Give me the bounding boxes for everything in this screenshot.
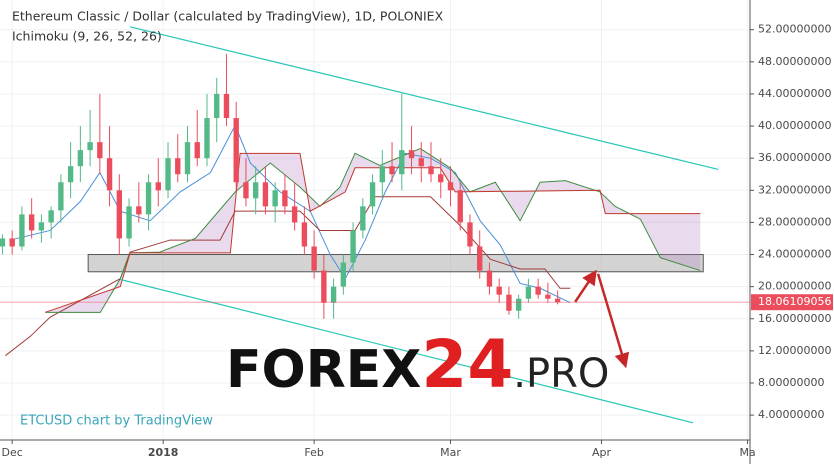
candle-body xyxy=(204,118,210,159)
y-tick-label: 28.00000000 xyxy=(758,215,831,228)
y-tick-label: 16.00000000 xyxy=(758,312,831,325)
y-tick-label: 40.00000000 xyxy=(758,119,831,132)
resistance-zone xyxy=(87,254,704,273)
watermark: FOREX24.PRO xyxy=(226,326,609,403)
candle-body xyxy=(418,158,424,167)
candle-body xyxy=(379,166,385,183)
x-tick-label: 2018 xyxy=(148,446,179,459)
candle-body xyxy=(214,93,220,119)
candle-body xyxy=(330,286,337,303)
y-tick-label: 44.00000000 xyxy=(758,87,831,100)
x-tick-label: Mar xyxy=(440,446,461,459)
candle-body xyxy=(175,158,181,175)
candle-body xyxy=(194,142,200,159)
candle-body xyxy=(97,142,103,159)
candle-body xyxy=(467,222,473,247)
candle-body xyxy=(272,190,278,207)
candle-body xyxy=(38,222,45,231)
candle-body xyxy=(67,166,74,183)
x-tick-label: Feb xyxy=(304,446,323,459)
candle-body xyxy=(311,246,317,271)
x-tick-label: Apr xyxy=(592,446,612,459)
candle-body xyxy=(457,190,463,223)
candle-body xyxy=(262,182,269,207)
watermark-part: FOREX xyxy=(226,340,421,400)
candle-body xyxy=(19,214,25,247)
candle-body xyxy=(136,206,142,215)
candle-body xyxy=(282,190,288,207)
candle-body xyxy=(535,286,541,295)
candle-body xyxy=(48,210,54,223)
forecast-arrow xyxy=(596,273,630,369)
candle-body xyxy=(408,150,415,159)
y-tick-label: 4.00000000 xyxy=(758,408,824,421)
candle-body xyxy=(184,142,191,175)
candle-body xyxy=(28,214,35,231)
candle-body xyxy=(369,182,376,207)
y-tick-label: 32.00000000 xyxy=(758,183,831,196)
candle-body xyxy=(126,206,132,239)
candle-body xyxy=(9,238,15,247)
candle-body xyxy=(145,182,152,215)
candle-body xyxy=(545,294,551,299)
y-tick-label: 52.00000000 xyxy=(758,23,831,36)
candle-body xyxy=(399,150,405,175)
candle-body xyxy=(223,93,230,119)
candle-body xyxy=(496,286,502,295)
y-tick-label: 20.00000000 xyxy=(758,280,831,293)
candle-body xyxy=(253,182,259,199)
candle-body xyxy=(525,286,532,299)
candle-body xyxy=(447,182,454,191)
trend-line xyxy=(129,26,719,170)
candle-body xyxy=(155,182,161,191)
candle-body xyxy=(438,174,444,183)
x-tick-label: Ma xyxy=(739,446,755,459)
y-tick-label: 24.00000000 xyxy=(758,248,831,261)
candle-body xyxy=(389,166,395,175)
candle-body xyxy=(428,166,434,175)
candle-body xyxy=(554,298,561,303)
candle-body xyxy=(77,150,84,167)
trend-line xyxy=(120,278,694,424)
candle-body xyxy=(486,270,493,287)
y-tick-label: 48.00000000 xyxy=(758,55,831,68)
candle-body xyxy=(87,142,93,151)
y-tick-label: 8.00000000 xyxy=(758,376,824,389)
candle-body xyxy=(291,206,298,223)
forecast-arrow xyxy=(574,269,597,303)
x-tick-label: Dec xyxy=(2,446,23,459)
credit: ETCUSD chart by TradingView xyxy=(20,414,213,429)
candle-body xyxy=(301,222,308,247)
y-tick-label: 12.00000000 xyxy=(758,344,831,357)
candle-body xyxy=(106,158,113,191)
candle-body xyxy=(58,182,64,211)
candle-body xyxy=(515,298,522,311)
candle-body xyxy=(116,190,122,239)
candle-body xyxy=(477,246,483,271)
chart-title: Ethereum Classic / Dollar (calculated by… xyxy=(12,9,444,24)
watermark-part: .PRO xyxy=(513,351,609,397)
indicator-line xyxy=(45,152,701,313)
candle-body xyxy=(233,118,239,183)
candle-body xyxy=(243,182,249,199)
indicator-label: Ichimoku (9, 26, 52, 26) xyxy=(12,29,162,44)
candle-body xyxy=(340,262,347,287)
candle-body xyxy=(321,270,327,303)
y-tick-label: 36.00000000 xyxy=(758,151,831,164)
price-label: 18.06109056 xyxy=(758,295,831,308)
price-label-bg xyxy=(751,294,833,311)
candle-body xyxy=(350,230,356,263)
watermark-part: 24 xyxy=(421,326,513,403)
candle-body xyxy=(0,238,6,247)
candle-body xyxy=(360,206,366,231)
candle-body xyxy=(165,158,171,191)
